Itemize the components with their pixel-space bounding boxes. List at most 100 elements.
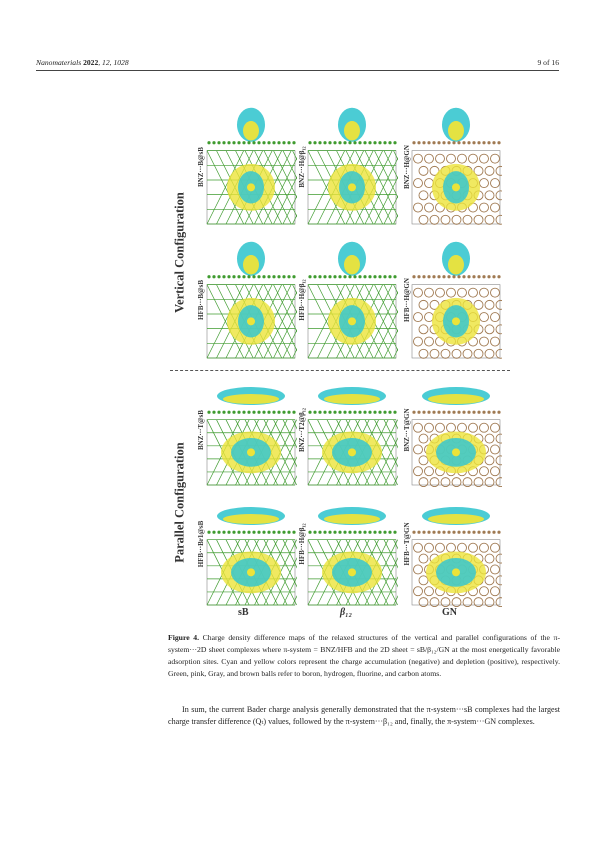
sheet-atom	[393, 410, 397, 414]
sheet-atom	[437, 410, 441, 414]
section-label-parallel: Parallel Configuration	[172, 442, 187, 563]
depletion-lobe	[324, 514, 380, 525]
sheet-atom	[457, 530, 461, 534]
sheet-atom	[348, 275, 352, 279]
panel-graphic	[307, 107, 398, 225]
sheet-atom	[282, 410, 286, 414]
graphene-ring	[457, 153, 467, 164]
sheet-atom	[363, 530, 367, 534]
panel-graphic	[206, 507, 297, 606]
sheet-atom	[318, 410, 322, 414]
graphene-ring	[424, 466, 434, 477]
sheet-atom	[272, 410, 276, 414]
sheet-atom	[267, 530, 271, 534]
graphene-ring	[490, 542, 500, 553]
lattice-bond	[282, 539, 297, 569]
graphene-ring	[484, 165, 495, 176]
sheet-atom	[447, 410, 451, 414]
sheet-atom	[207, 141, 211, 145]
sheet-atom	[277, 141, 281, 145]
sheet-atom	[267, 141, 271, 145]
charge-density-panel	[410, 98, 502, 226]
sheet-atom	[252, 275, 256, 279]
sheet-atom	[232, 275, 236, 279]
graphene-ring	[462, 597, 473, 607]
sheet-atom	[432, 530, 436, 534]
graphene-ring	[473, 299, 484, 310]
sheet-atom	[368, 410, 372, 414]
lattice-bond	[282, 419, 297, 449]
lattice-bond	[263, 291, 297, 359]
sheet-atom	[308, 410, 312, 414]
sheet-atom	[457, 410, 461, 414]
sheet-atom	[462, 410, 466, 414]
lattice-bond	[282, 576, 297, 606]
center-depletion	[348, 317, 356, 326]
lattice-bond	[364, 291, 398, 359]
lattice-bond	[282, 329, 297, 359]
sheet-atom	[383, 275, 387, 279]
graphene-ring	[451, 214, 462, 225]
depletion-lobe	[223, 394, 279, 405]
graphene-ring	[446, 153, 456, 164]
sheet-atom	[292, 141, 296, 145]
graphene-ring	[495, 477, 502, 487]
sheet-atom	[442, 275, 446, 279]
graphene-ring	[490, 422, 500, 433]
graphene-ring	[418, 324, 429, 335]
body-paragraph: In sum, the current Bader charge analysi…	[168, 705, 560, 726]
sheet-atom	[358, 530, 362, 534]
sheet-atom	[338, 410, 342, 414]
graphene-ring	[479, 336, 489, 347]
sheet-atom	[383, 141, 387, 145]
depletion-lobe	[243, 255, 259, 275]
sheet-atom	[242, 141, 246, 145]
graphene-ring	[495, 190, 502, 201]
sheet-atom	[462, 275, 466, 279]
sheet-atom	[432, 410, 436, 414]
sheet-atom	[472, 141, 476, 145]
sheet-atom	[227, 410, 231, 414]
sheet-atom	[242, 275, 246, 279]
sheet-atom	[262, 530, 266, 534]
graphene-ring	[429, 214, 440, 225]
sheet-atom	[343, 141, 347, 145]
graphene-ring	[413, 466, 423, 477]
sheet-atom	[363, 275, 367, 279]
sheet-atom	[257, 410, 261, 414]
graphene-ring	[418, 348, 429, 359]
graphene-ring	[418, 214, 429, 225]
sheet-atom	[353, 141, 357, 145]
charge-density-panel	[306, 232, 398, 360]
sheet-atom	[343, 275, 347, 279]
lattice-bond	[383, 456, 398, 486]
graphene-ring	[462, 214, 473, 225]
graphene-ring	[495, 324, 502, 335]
sheet-atom	[457, 141, 461, 145]
depletion-lobe	[344, 121, 360, 141]
graphene-ring	[424, 422, 434, 433]
journal-citation: Nanomaterials 2022, 12, 1028	[36, 58, 129, 67]
graphene-ring	[424, 336, 434, 347]
sheet-atom	[437, 141, 441, 145]
sheet-atom	[427, 530, 431, 534]
sheet-atom	[323, 141, 327, 145]
sheet-atom	[287, 275, 291, 279]
sheet-atom	[487, 275, 491, 279]
graphene-ring	[484, 575, 495, 586]
graphene-ring	[479, 202, 489, 213]
graphene-ring	[484, 433, 495, 444]
graphene-ring	[484, 190, 495, 201]
graphene-ring	[440, 348, 451, 359]
graphene-ring	[473, 477, 484, 487]
sheet-atom	[368, 275, 372, 279]
charge-density-panel	[410, 492, 502, 607]
graphene-ring	[484, 348, 495, 359]
graphene-ring	[484, 455, 495, 466]
sheet-atom	[417, 530, 421, 534]
graphene-ring	[429, 597, 440, 607]
graphene-ring	[424, 153, 434, 164]
lattice-bond	[206, 284, 244, 359]
sheet-atom	[328, 275, 332, 279]
lattice-bond	[383, 419, 398, 449]
